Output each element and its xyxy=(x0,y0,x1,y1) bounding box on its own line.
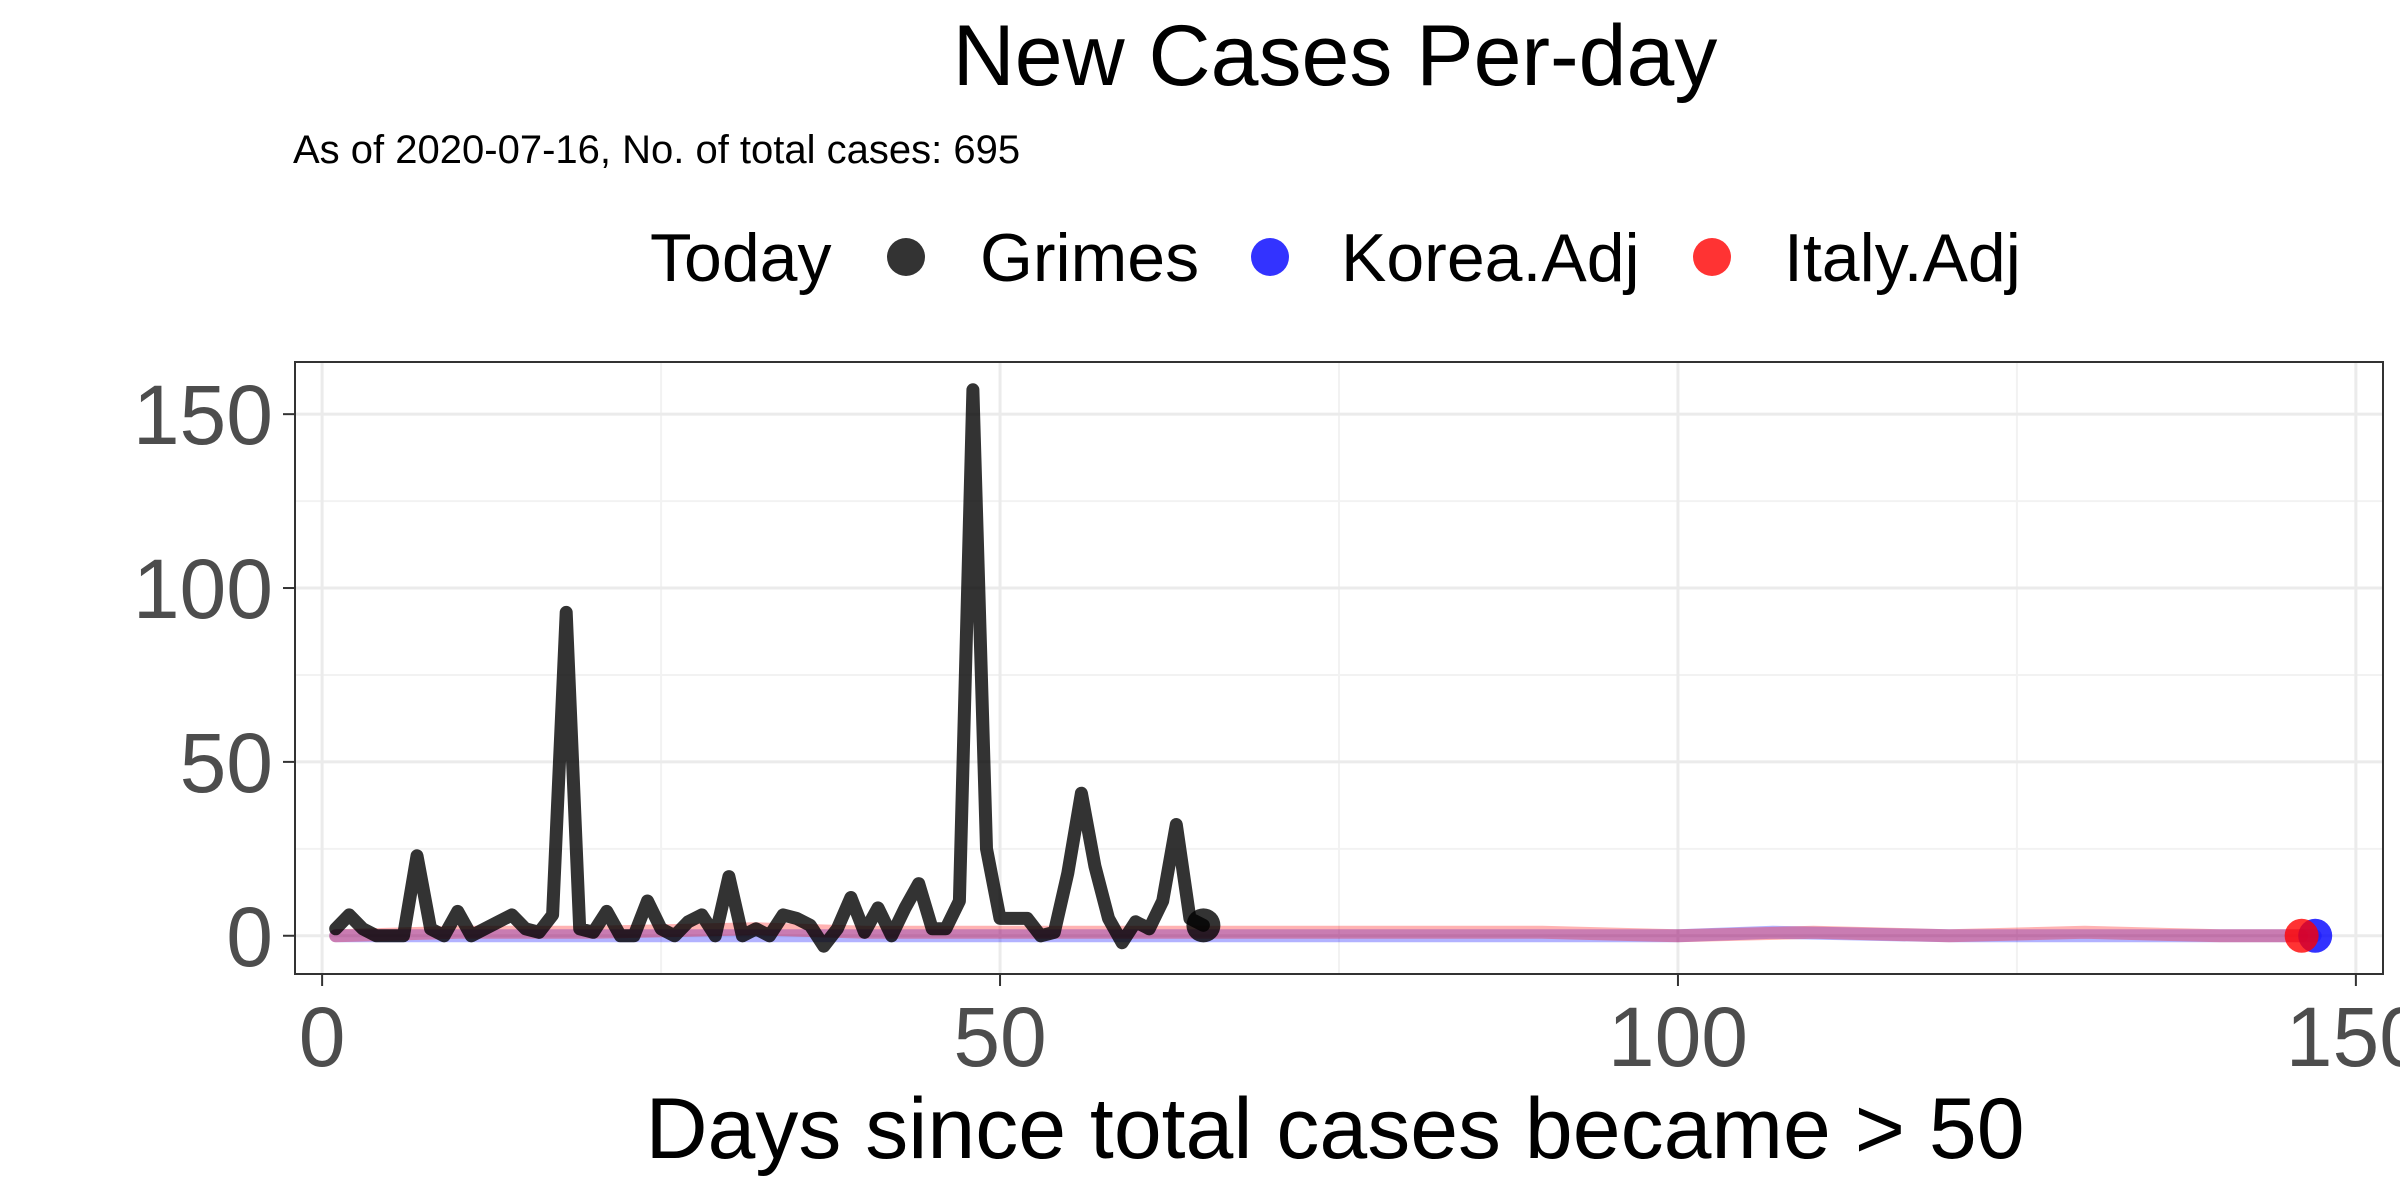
today-point-grimes xyxy=(1186,908,1221,943)
y-tick-label: 50 xyxy=(180,716,273,810)
y-axis: 0 50 100 150 xyxy=(133,368,295,984)
y-tick-label: 0 xyxy=(226,890,273,984)
legend-label-italy-adj: Italy.Adj xyxy=(1784,220,2021,296)
series-line-korea-adj xyxy=(329,925,2322,943)
x-tick-label: 50 xyxy=(953,990,1046,1084)
major-gridlines xyxy=(295,362,2383,974)
series-layer xyxy=(329,383,2333,953)
today-point-italy-adj xyxy=(2284,918,2319,953)
legend-key-grimes xyxy=(887,238,925,276)
legend-title: Today xyxy=(650,220,831,296)
series-line-grimes xyxy=(329,383,1210,953)
chart-title: New Cases Per-day xyxy=(953,8,1718,104)
x-axis-title: Days since total cases became > 50 xyxy=(645,1081,2024,1177)
x-axis: 0 50 100 150 xyxy=(299,974,2400,1084)
legend-label-korea-adj: Korea.Adj xyxy=(1341,220,1640,296)
chart-subtitle: As of 2020-07-16, No. of total cases: 69… xyxy=(293,128,1020,172)
legend: Today Grimes Korea.Adj Italy.Adj xyxy=(650,220,2021,296)
legend-key-korea-adj xyxy=(1251,238,1289,276)
x-tick-label: 100 xyxy=(1608,990,1748,1084)
minor-gridlines xyxy=(295,362,2383,974)
legend-key-italy-adj xyxy=(1693,238,1731,276)
plot-panel xyxy=(294,361,2384,975)
legend-label-grimes: Grimes xyxy=(980,220,1199,296)
panel-border xyxy=(294,361,2384,975)
x-tick-label: 0 xyxy=(299,990,346,1084)
x-tick-label: 150 xyxy=(2286,990,2400,1084)
y-tick-label: 150 xyxy=(133,368,273,462)
y-tick-label: 100 xyxy=(133,542,273,636)
